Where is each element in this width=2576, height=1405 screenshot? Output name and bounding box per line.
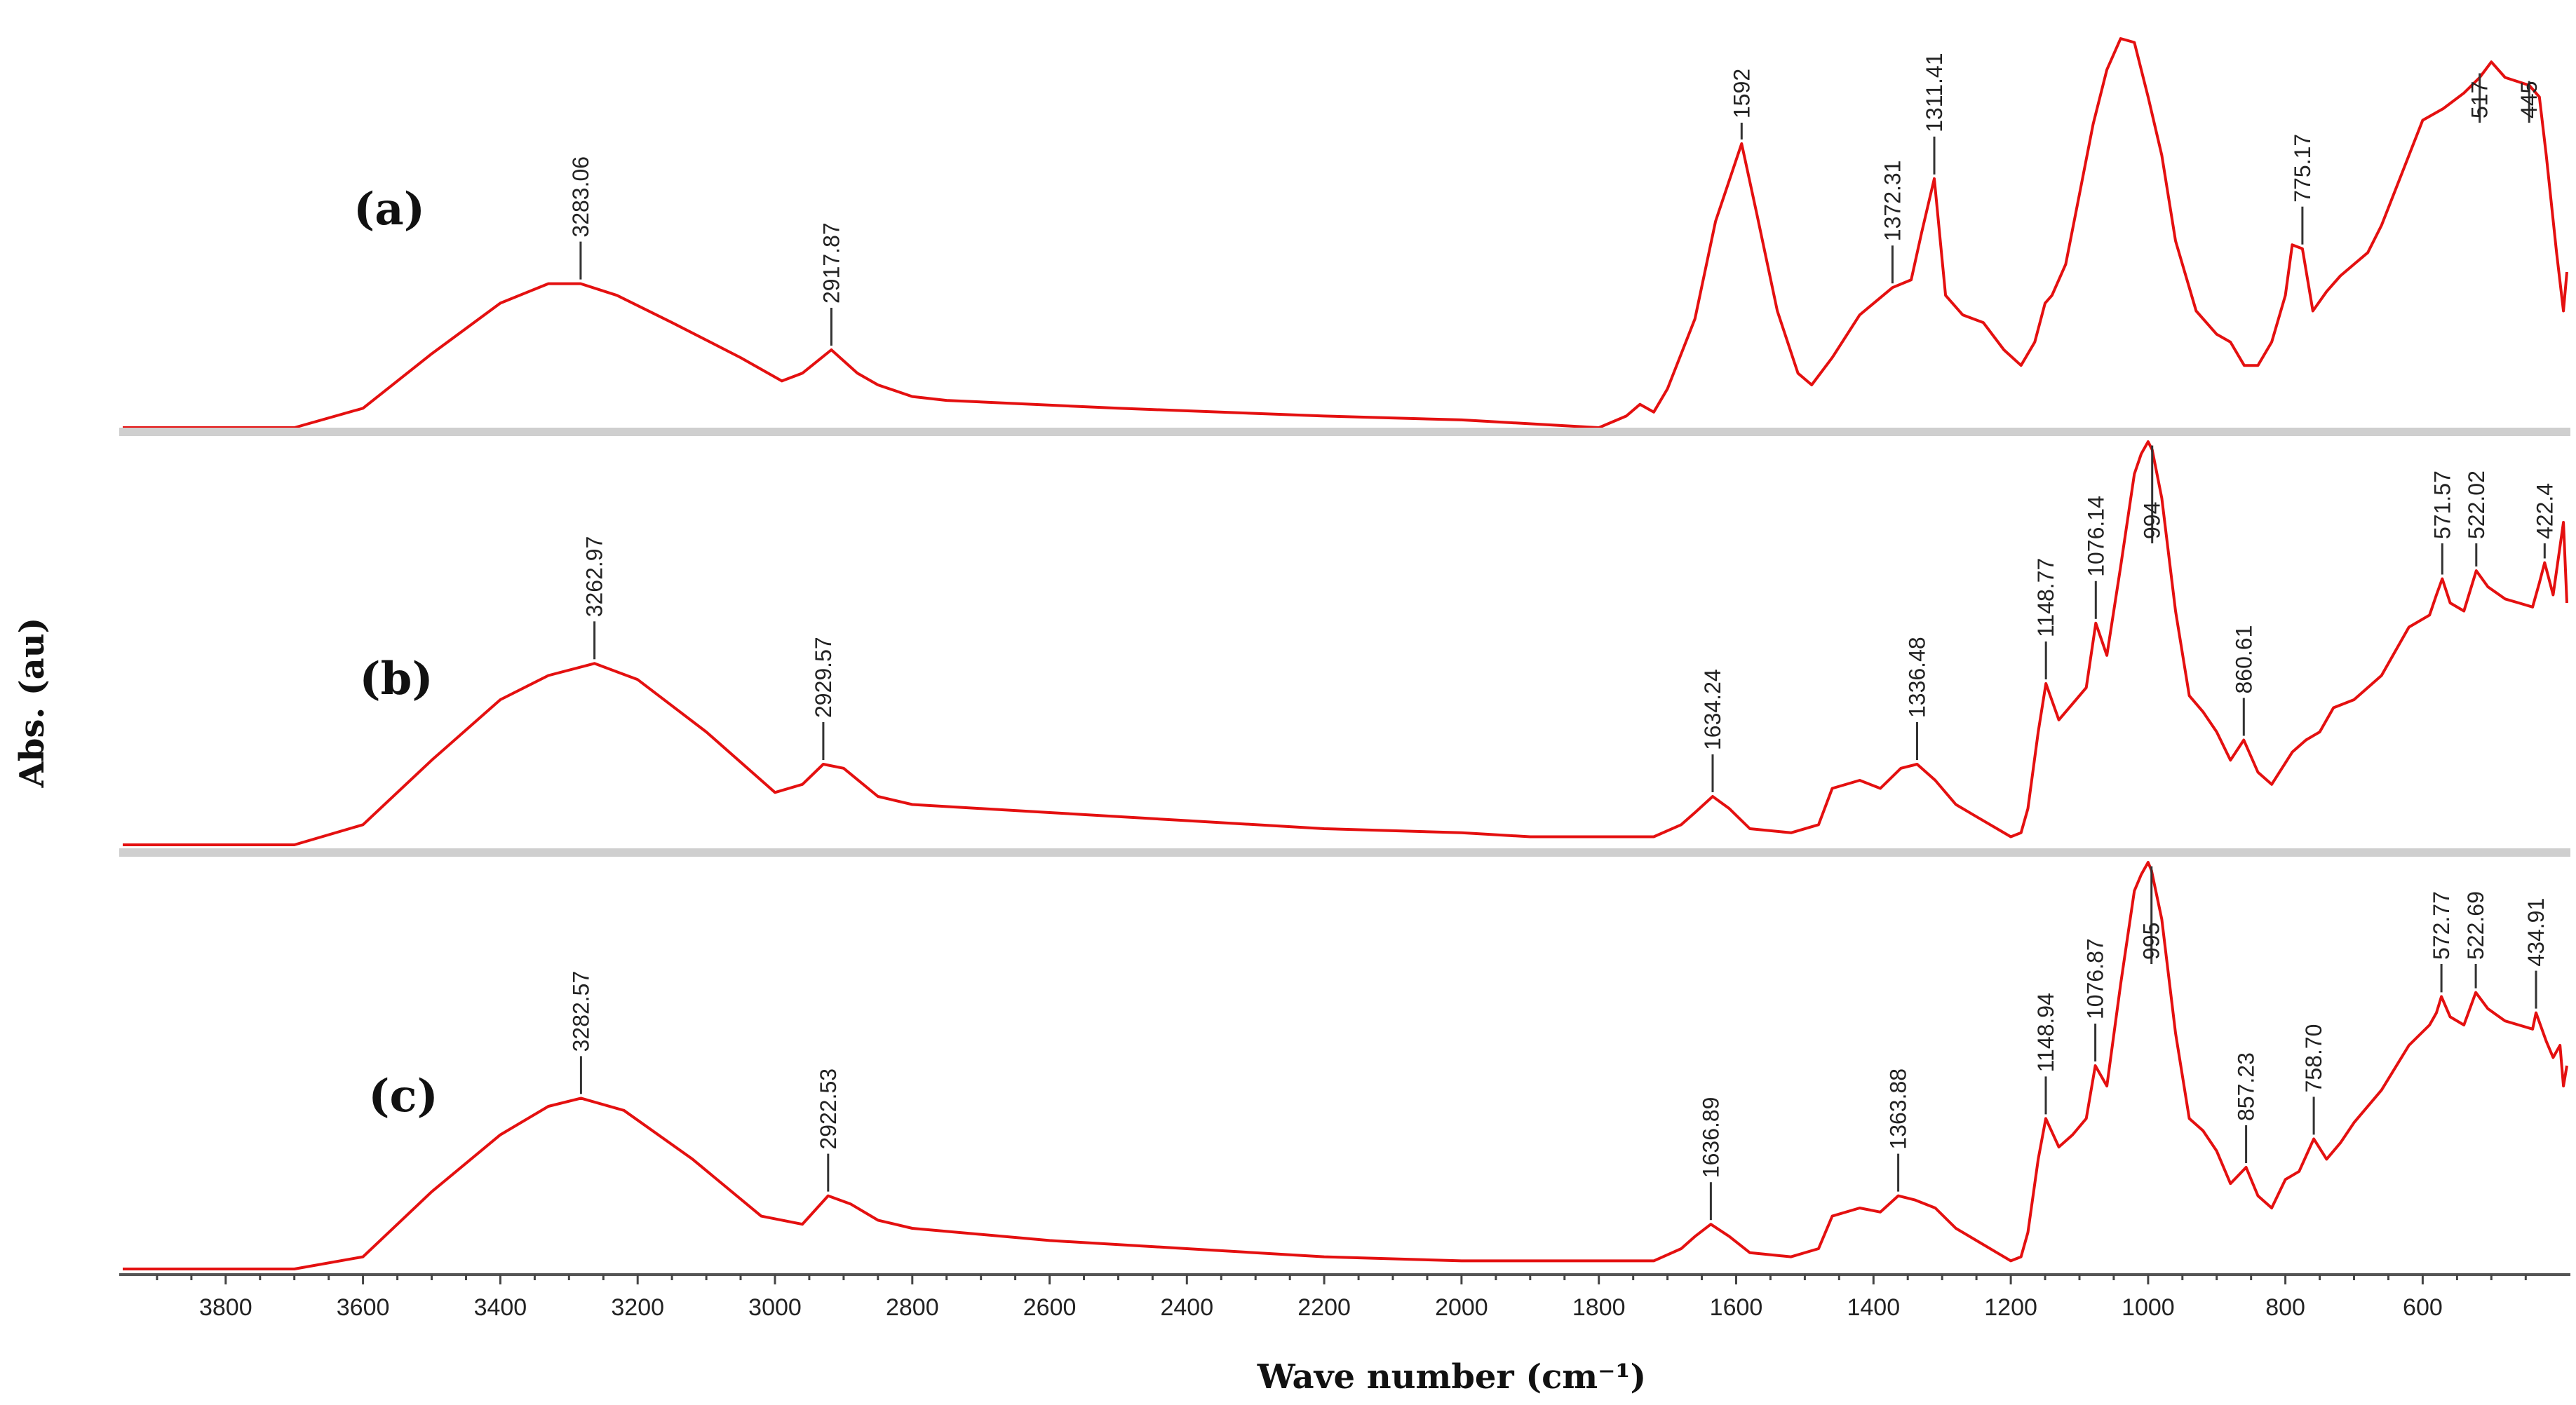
panel-label-b: (b) [359, 653, 433, 705]
x-tick-label: 600 [2403, 1294, 2443, 1321]
peak-label: 2929.57 [811, 637, 836, 718]
peak-label: 1148.94 [2033, 993, 2058, 1072]
peak-label: 1634.24 [1700, 669, 1725, 750]
x-tick-label: 1800 [1572, 1294, 1626, 1321]
peak-label: 522.69 [2463, 891, 2488, 960]
panel-label-c: (c) [368, 1070, 438, 1122]
peak-label: 1076.14 [2083, 496, 2108, 577]
x-tick-label: 2200 [1297, 1294, 1351, 1321]
x-tick-label: 3400 [474, 1294, 527, 1321]
panel-separator [119, 428, 2570, 436]
peak-label: 994 [2140, 502, 2165, 539]
peak-label: 522.02 [2464, 470, 2489, 539]
peak-label: 1076.87 [2083, 938, 2108, 1019]
x-tick-label: 2800 [886, 1294, 939, 1321]
peak-label: 1363.88 [1886, 1068, 1911, 1150]
peak-label: 445 [2516, 81, 2542, 118]
peak-label: 3282.57 [568, 971, 593, 1052]
panel-separator [119, 848, 2570, 857]
x-tick-label: 3000 [748, 1294, 802, 1321]
x-axis-title: Wave number (cm⁻¹) [1257, 1357, 1646, 1397]
spectrum-line-a [123, 37, 2568, 429]
spectrum-line-c [123, 861, 2568, 1270]
peak-label: 517 [2467, 81, 2493, 118]
panel-b: (b) 3262.97 2929.57 1634.24 1336.48 1148.77 10… [123, 440, 2568, 846]
peak-label: 775.17 [2290, 134, 2315, 203]
peak-label: 3262.97 [582, 536, 607, 618]
peak-label: 1636.89 [1698, 1097, 1723, 1179]
y-axis-title: Abs. (au) [13, 618, 52, 789]
peak-label: 434.91 [2523, 898, 2549, 967]
peak-label: 857.23 [2234, 1052, 2259, 1121]
peak-label: 2922.53 [816, 1068, 841, 1150]
panel-a: (a) 3283.06 2917.87 1592 1372.31 1311.41 775.1… [123, 37, 2568, 429]
peak-label: 422.4 [2532, 483, 2557, 539]
peak-label: 2917.87 [818, 222, 844, 304]
x-tick-label: 1600 [1710, 1294, 1763, 1321]
x-tick-label: 1200 [1984, 1294, 2037, 1321]
panel-label-a: (a) [353, 183, 425, 236]
spectra-panels: (a) 3283.06 2917.87 1592 1372.31 1311.41 775.1… [119, 37, 2570, 1270]
x-tick-label: 3200 [611, 1294, 664, 1321]
panel-c: (c) 3282.57 2922.53 1636.89 1363.88 1148.94 10… [123, 861, 2568, 1270]
peak-label: 860.61 [2231, 625, 2256, 694]
x-tick-label: 800 [2265, 1294, 2305, 1321]
peak-label: 1372.31 [1880, 161, 1905, 242]
x-tick-label: 1400 [1847, 1294, 1900, 1321]
x-tick-label: 2000 [1435, 1294, 1488, 1321]
x-tick-label: 3800 [199, 1294, 252, 1321]
peak-label: 1148.77 [2033, 558, 2058, 637]
x-tick-label: 1000 [2122, 1294, 2175, 1321]
peak-label: 3283.06 [568, 156, 593, 238]
x-tick-label: 2600 [1023, 1294, 1077, 1321]
peak-label: 995 [2139, 923, 2164, 960]
x-axis: 3800 3600 3400 3200 3000 2800 2600 2400 2200 2000… [119, 1273, 2570, 1321]
x-tick-label: 2400 [1160, 1294, 1213, 1321]
peak-label: 1592 [1729, 69, 1754, 118]
x-tick-label: 3600 [337, 1294, 390, 1321]
peak-label: 758.70 [2301, 1024, 2326, 1093]
peak-label: 1336.48 [1905, 637, 1930, 718]
spectrum-line-b [123, 440, 2568, 846]
peak-label: 571.57 [2429, 470, 2455, 539]
peak-label: 572.77 [2429, 891, 2454, 960]
peak-label: 1311.41 [1922, 53, 1947, 133]
